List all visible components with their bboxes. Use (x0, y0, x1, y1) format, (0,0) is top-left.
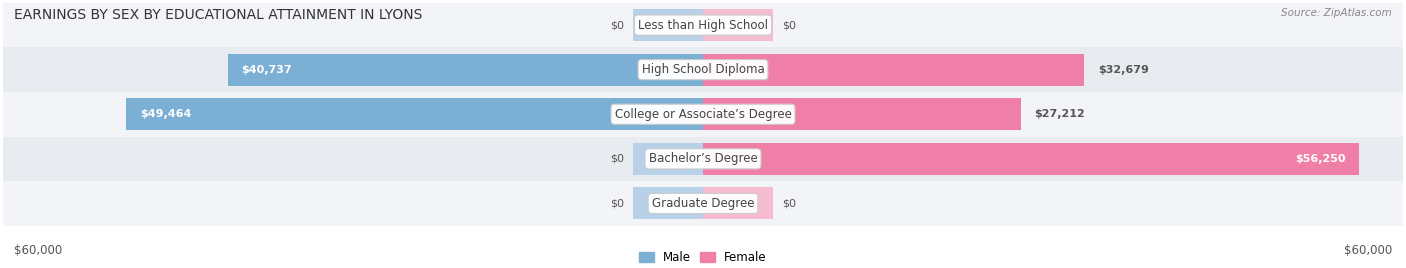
Text: High School Diploma: High School Diploma (641, 63, 765, 76)
Bar (3, 3, 1403, 47)
Text: Bachelor’s Degree: Bachelor’s Degree (648, 152, 758, 165)
Bar (125, 98, 703, 130)
Bar (228, 54, 703, 86)
Text: $60,000: $60,000 (1344, 244, 1392, 257)
Bar (633, 143, 703, 175)
Bar (633, 187, 703, 219)
Legend: Male, Female: Male, Female (634, 247, 772, 268)
Text: $0: $0 (610, 198, 624, 209)
Text: Less than High School: Less than High School (638, 18, 768, 32)
Text: $27,212: $27,212 (1035, 109, 1085, 119)
Text: Source: ZipAtlas.com: Source: ZipAtlas.com (1281, 8, 1392, 18)
Bar (703, 54, 1084, 86)
Text: $0: $0 (782, 20, 796, 30)
Text: EARNINGS BY SEX BY EDUCATIONAL ATTAINMENT IN LYONS: EARNINGS BY SEX BY EDUCATIONAL ATTAINMEN… (14, 8, 422, 22)
Text: $40,737: $40,737 (242, 65, 292, 75)
Text: $32,679: $32,679 (1098, 65, 1149, 75)
Bar (703, 9, 773, 41)
Text: $49,464: $49,464 (139, 109, 191, 119)
Bar (3, 92, 1403, 137)
Bar (703, 98, 1021, 130)
Text: $0: $0 (610, 20, 624, 30)
Bar (3, 181, 1403, 226)
Text: Graduate Degree: Graduate Degree (652, 197, 754, 210)
Bar (3, 137, 1403, 181)
Bar (3, 47, 1403, 92)
Bar (633, 9, 703, 41)
Bar (703, 143, 1360, 175)
Text: College or Associate’s Degree: College or Associate’s Degree (614, 108, 792, 121)
Bar (703, 187, 773, 219)
Text: $60,000: $60,000 (14, 244, 62, 257)
Text: $0: $0 (610, 154, 624, 164)
Text: $0: $0 (782, 198, 796, 209)
Text: $56,250: $56,250 (1295, 154, 1346, 164)
